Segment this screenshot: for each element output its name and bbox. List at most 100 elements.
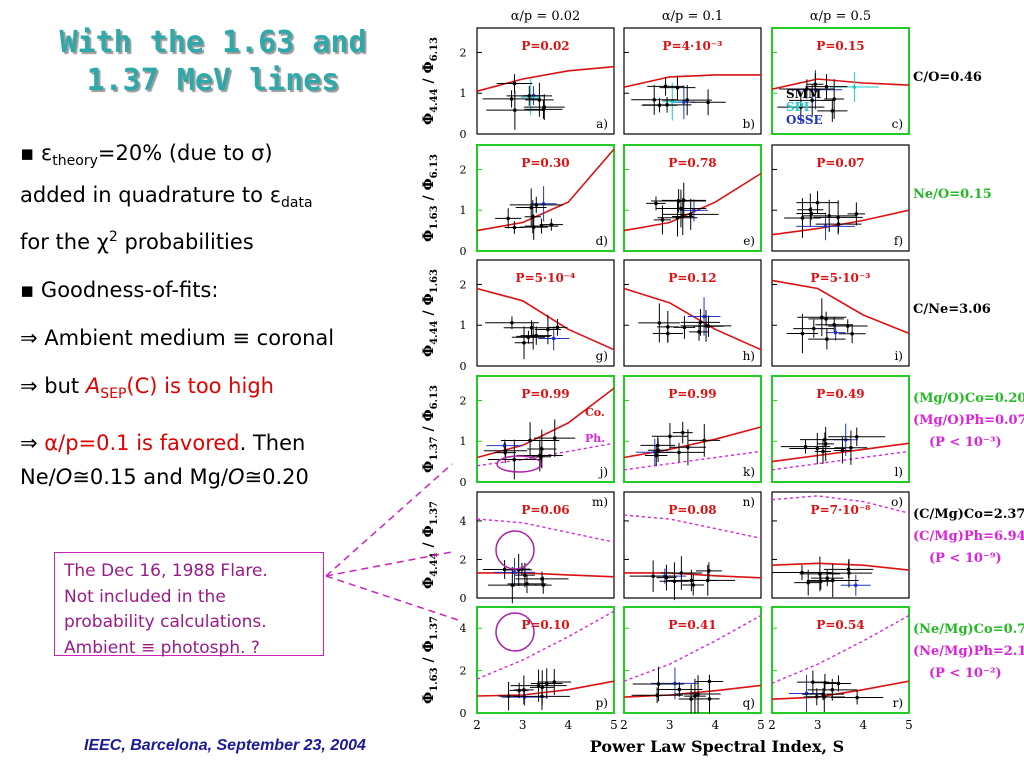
data-point [522,695,527,699]
x-axis-label: Power Law Spectral Index, S [590,737,844,756]
data-point [824,84,829,89]
data-point [707,679,712,684]
data-point [800,216,805,220]
column-title: α/p = 0.5 [810,9,871,24]
fit-probability: P=0.02 [521,39,569,53]
data-point [679,206,683,211]
y-tick-label: 2 [460,46,467,59]
data-point [854,434,859,439]
abundance-ratio-label: (P < 10⁻³) [929,435,1002,450]
data-point [800,570,804,575]
data-point [688,212,693,217]
plot-panel [476,491,615,599]
fit-probability: P=0.10 [521,618,569,632]
plot-panel [771,606,910,714]
abundance-ratio-label: (Ne/Mg)Ph=2.11 [913,644,1024,659]
data-point [691,583,696,587]
data-point [805,87,809,91]
title-line-1: With the 1.63 and [59,25,367,60]
abundance-ratio-label: (Mg/O)Ph=0.072 [913,413,1024,428]
fit-probability: P=0.78 [668,156,716,170]
coronal-model-curve [771,442,910,463]
x-tick-label: 5 [610,718,618,732]
data-point [654,201,658,206]
data-point [513,108,517,112]
result-asep-too-high: ⇒ but ASEP(C) is too high [20,374,274,403]
y-axis-label: Φ4.44 / Φ1.63 [421,269,440,357]
abundance-ratio-label: (Ne/Mg)Co=0.78 [913,622,1024,637]
data-point [509,97,514,101]
data-point [512,81,517,86]
data-point [821,449,825,454]
x-tick-label: 4 [712,718,720,732]
x-tick-label: 3 [519,718,527,732]
panel-letter: e) [743,234,755,248]
coronal-model-curve [476,287,615,351]
data-point [686,445,690,450]
y-tick-label: 4 [460,515,467,528]
x-tick-label: 2 [768,718,776,732]
data-point [512,570,517,575]
data-point [698,320,703,325]
y-tick-label: 1 [460,435,467,448]
plot-panel [771,259,910,367]
plot-panel [623,144,762,252]
y-axis-label: Φ1.63 / Φ1.37 [421,616,440,704]
data-point [655,443,660,448]
coronal-model-curve [771,78,910,90]
data-point [666,325,670,329]
fit-probability: P=0.30 [521,156,569,170]
y-tick-label: 4 [460,622,467,635]
photospheric-model-curve [771,450,910,471]
y-tick-label: 1 [460,204,467,217]
implies-arrow-icon: ⇒ [20,374,38,399]
data-point [656,682,661,686]
data-point [506,216,511,221]
fit-probability: P=5·10⁻³ [811,271,871,285]
data-point [830,578,835,583]
data-point [855,695,859,700]
data-point [832,97,836,101]
photospheric-model-curve [771,495,910,514]
plot-panel [771,144,910,252]
panel-letter: l) [894,465,903,479]
data-point [677,687,682,692]
plot-panel [476,259,615,367]
data-point [657,321,662,325]
data-point [836,681,841,686]
plot-panel [476,375,615,483]
bullet-marker: ▪ [20,278,35,303]
column-title: α/p = 0.1 [662,9,723,24]
y-tick-label: 0 [460,476,467,489]
data-point [529,325,534,330]
data-point [664,575,669,580]
y-tick-label: 1 [460,319,467,332]
data-point [668,434,672,439]
bullet-goodness-of-fits: ▪ Goodness-of-fits: [20,278,219,303]
data-point [825,337,829,341]
footer-venue: IEEC, Barcelona, September 23, 2004 [84,737,366,754]
flare-highlight-circle [495,530,535,570]
data-point [681,198,686,203]
panel-letter: i) [894,349,903,363]
photospheric-model-curve [623,450,762,471]
panel-letter: p) [596,696,608,710]
flare-highlight-circle [495,612,535,652]
fit-probability: P=7·10⁻⁸ [811,503,871,517]
callout-line: probability calculations. [64,612,267,632]
fit-probability: P=0.54 [816,618,864,632]
data-point [854,212,859,216]
coronal-model-curve [623,684,762,698]
data-point [810,98,814,103]
plot-panel [623,375,762,483]
data-point [676,199,681,203]
data-point [830,109,835,113]
plot-panel [476,27,615,135]
panel-letter: q) [743,696,755,710]
panel-letter: k) [743,465,755,479]
abundance-ratio-label: Ne/O=0.15 [913,187,992,202]
x-tick-label: 5 [757,718,765,732]
coronal-model-curve [771,562,910,571]
result-ambient-coronal: ⇒ Ambient medium ≡ coronal [20,326,335,351]
coronal-model-curve [476,65,615,92]
